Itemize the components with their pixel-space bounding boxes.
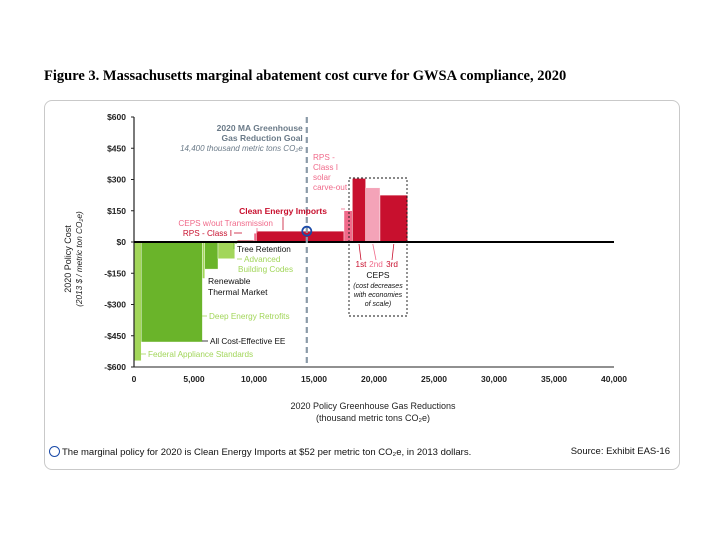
bar-7 [253, 233, 257, 243]
label-renewable-thermal-line2: Thermal Market [208, 287, 268, 297]
bar-4 [217, 241, 235, 259]
goal-value-label: 14,400 thousand metric tons CO₂e [180, 144, 303, 153]
label-rps-solar-line: RPS - [313, 153, 335, 162]
goal-label-line1: 2020 MA Greenhouse [217, 123, 303, 133]
y-axis-title-line2: (2013 $ / metric ton CO₂e) [75, 211, 84, 307]
label-ceps-2nd: 2nd [369, 260, 383, 269]
x-tick-label: 30,000 [481, 374, 507, 384]
footnote-text: The marginal policy for 2020 is Clean En… [62, 447, 472, 458]
marginal-policy-circle-icon [49, 446, 60, 457]
label-advanced-codes-line2: Building Codes [238, 265, 293, 274]
chart-panel: 2020 Policy Cost (2013 $ / metric ton CO… [44, 100, 680, 470]
bar-2 [202, 241, 205, 279]
leader-ceps-2nd [372, 243, 377, 261]
y-tick-label: -$300 [104, 300, 126, 310]
axes [131, 116, 614, 368]
label-renewable-thermal-line1: Renewable [208, 276, 251, 286]
label-clean-energy-imports: Clean Energy Imports [239, 206, 327, 216]
label-advanced-codes-line1: Advanced [244, 255, 281, 264]
label-ceps-note-line: of scale) [365, 301, 391, 308]
label-federal-appliance-standards: Federal Appliance Standards [148, 350, 253, 359]
bar-11 [365, 187, 381, 243]
y-axis-title-line1: 2020 Policy Cost [63, 225, 73, 293]
label-ceps-1st: 1st [356, 260, 368, 269]
x-tick-label: 10,000 [241, 374, 267, 384]
label-ceps-title: CEPS [366, 270, 389, 280]
mac-curve-chart: 2020 Policy Cost (2013 $ / metric ton CO… [63, 112, 628, 423]
bar-0 [133, 241, 142, 361]
label-tree-retention: Tree Retention [237, 245, 291, 254]
y-tick-label: -$150 [104, 268, 126, 278]
y-tick-label: $0 [117, 237, 127, 247]
x-axis-title: 2020 Policy Greenhouse Gas Reductions (t… [290, 401, 456, 423]
label-deep-energy-retrofits: Deep Energy Retrofits [209, 312, 290, 321]
leader-ceps-3rd [391, 243, 395, 261]
label-rps-solar-line: solar [313, 173, 331, 182]
marginal-policy-marker [301, 225, 313, 237]
label-rps-solar-line: Class I [313, 163, 338, 172]
bars [133, 178, 408, 361]
bar-1 [140, 241, 203, 343]
y-tick-label: -$600 [104, 362, 126, 372]
label-ceps-note-line: with economies [354, 292, 403, 299]
label-rps-solar-line: carve-out [313, 183, 348, 192]
x-tick-label: 25,000 [421, 374, 447, 384]
x-axis-title-line1: 2020 Policy Greenhouse Gas Reductions [290, 401, 456, 411]
y-tick-label: $300 [107, 175, 126, 185]
source-note: Source: Exhibit EAS-16 [570, 446, 670, 457]
x-axis-title-line2: (thousand metric tons CO₂e) [316, 413, 430, 423]
label-all-cost-effective-ee: All Cost-Effective EE [210, 337, 286, 346]
y-tick-label: -$450 [104, 331, 126, 341]
leader-ceps-1st [358, 243, 362, 261]
label-ceps-3rd: 3rd [386, 260, 398, 269]
bar-10 [352, 178, 366, 243]
x-tick-labels: 0 5,000 10,000 15,000 20,000 25,000 30,000 35,0… [132, 374, 628, 384]
ceps-group-box [348, 177, 408, 317]
bar-9 [343, 210, 353, 243]
bar-12 [379, 194, 408, 243]
y-tick-label: $600 [107, 112, 126, 122]
bar-3 [204, 241, 219, 270]
x-tick-label: 15,000 [301, 374, 327, 384]
x-tick-label: 0 [132, 374, 137, 384]
goal-label-line2: Gas Reduction Goal [222, 133, 303, 143]
x-tick-label: 35,000 [541, 374, 567, 384]
y-tick-label: $450 [107, 143, 126, 153]
x-tick-label: 5,000 [183, 374, 205, 384]
figure-title: Figure 3. Massachusetts marginal abateme… [44, 68, 567, 84]
y-tick-label: $150 [107, 206, 126, 216]
footnote: The marginal policy for 2020 is Clean En… [49, 446, 489, 458]
label-ceps-note-line: (cost decreases [353, 283, 403, 290]
x-tick-label: 40,000 [601, 374, 627, 384]
label-ceps-wout-transmission: CEPS w/out Transmission [178, 219, 273, 228]
bar-8 [256, 230, 345, 243]
y-axis-title: 2020 Policy Cost (2013 $ / metric ton CO… [63, 211, 84, 307]
x-tick-label: 20,000 [361, 374, 387, 384]
y-tick-labels: $600 $450 $300 $150 $0 -$150 -$300 -$450 -$600 [104, 112, 126, 372]
label-rps-class-1: RPS - Class I [183, 229, 232, 238]
